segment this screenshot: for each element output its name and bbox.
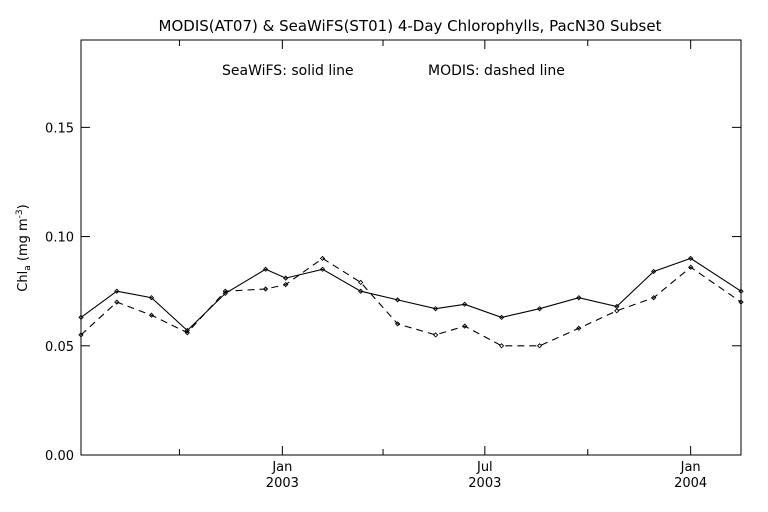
modis-point-15 bbox=[614, 308, 620, 314]
modis-point-2 bbox=[148, 312, 155, 318]
series-layer bbox=[78, 255, 744, 349]
seawifs-point-7 bbox=[319, 266, 326, 272]
x-tick-label-year-0: 2003 bbox=[266, 476, 299, 491]
modis-point-11 bbox=[462, 323, 468, 329]
y-axis-label: Chla (mg m-3) bbox=[15, 204, 33, 291]
modis-point-13 bbox=[536, 343, 543, 349]
seawifs-point-14 bbox=[576, 295, 582, 301]
modis-point-1 bbox=[114, 299, 120, 305]
modis-point-18 bbox=[738, 299, 744, 305]
x-tick-label-year-2: 2004 bbox=[674, 476, 707, 491]
modis-point-0 bbox=[78, 332, 84, 338]
y-axis-label-close: ) bbox=[16, 204, 31, 209]
seawifs-point-17 bbox=[688, 255, 694, 262]
seawifs-point-12 bbox=[498, 314, 505, 321]
plot-frame bbox=[80, 39, 742, 456]
modis-point-9 bbox=[394, 321, 401, 327]
chart-title: MODIS(AT07) & SeaWiFS(ST01) 4-Day Chloro… bbox=[159, 17, 662, 35]
modis-point-8 bbox=[358, 279, 364, 286]
modis-point-12 bbox=[498, 343, 505, 349]
seawifs-point-8 bbox=[358, 288, 364, 294]
modis-point-4 bbox=[222, 288, 228, 294]
y-tick-label-2: 0.10 bbox=[45, 231, 74, 246]
x-tick-label-month-1: Jul bbox=[476, 460, 493, 475]
modis-point-7 bbox=[319, 255, 326, 262]
seawifs-point-5 bbox=[262, 266, 269, 272]
y-axis-label-exponent: -3 bbox=[15, 209, 25, 218]
seawifs-point-9 bbox=[394, 297, 401, 303]
modis-point-3 bbox=[184, 330, 190, 336]
y-axis-label-main: Chl bbox=[16, 271, 31, 292]
y-axis-label-subscript: a bbox=[23, 265, 33, 271]
seawifs-point-6 bbox=[283, 275, 289, 281]
x-tick-label-month-0: Jan bbox=[271, 460, 292, 475]
seawifs-point-1 bbox=[114, 288, 120, 294]
modis-annotation: MODIS: dashed line bbox=[428, 63, 565, 79]
modis-point-16 bbox=[651, 295, 657, 301]
y-tick-label-3: 0.15 bbox=[45, 121, 74, 136]
x-tick-label-month-2: Jan bbox=[680, 460, 701, 475]
seawifs-point-4 bbox=[222, 290, 228, 297]
seawifs-point-10 bbox=[432, 306, 439, 312]
modis-point-5 bbox=[262, 286, 269, 292]
modis-point-6 bbox=[283, 281, 289, 288]
seawifs-point-2 bbox=[148, 295, 155, 301]
seawifs-point-11 bbox=[462, 301, 468, 307]
modis-point-17 bbox=[688, 264, 694, 270]
y-axis-label-units: (mg m bbox=[16, 218, 31, 265]
seawifs-point-0 bbox=[78, 314, 84, 321]
modis-point-14 bbox=[576, 325, 582, 331]
seawifs-point-18 bbox=[738, 288, 744, 294]
modis-point-10 bbox=[432, 332, 439, 338]
y-tick-label-1: 0.05 bbox=[45, 340, 74, 355]
seawifs-series-line bbox=[80, 257, 742, 332]
modis-series-line bbox=[80, 257, 742, 347]
y-tick-label-0: 0.00 bbox=[45, 449, 74, 464]
seawifs-point-13 bbox=[536, 306, 543, 312]
seawifs-point-16 bbox=[651, 268, 657, 275]
x-tick-label-year-1: 2003 bbox=[468, 476, 501, 491]
seawifs-annotation: SeaWiFS: solid line bbox=[222, 63, 354, 79]
